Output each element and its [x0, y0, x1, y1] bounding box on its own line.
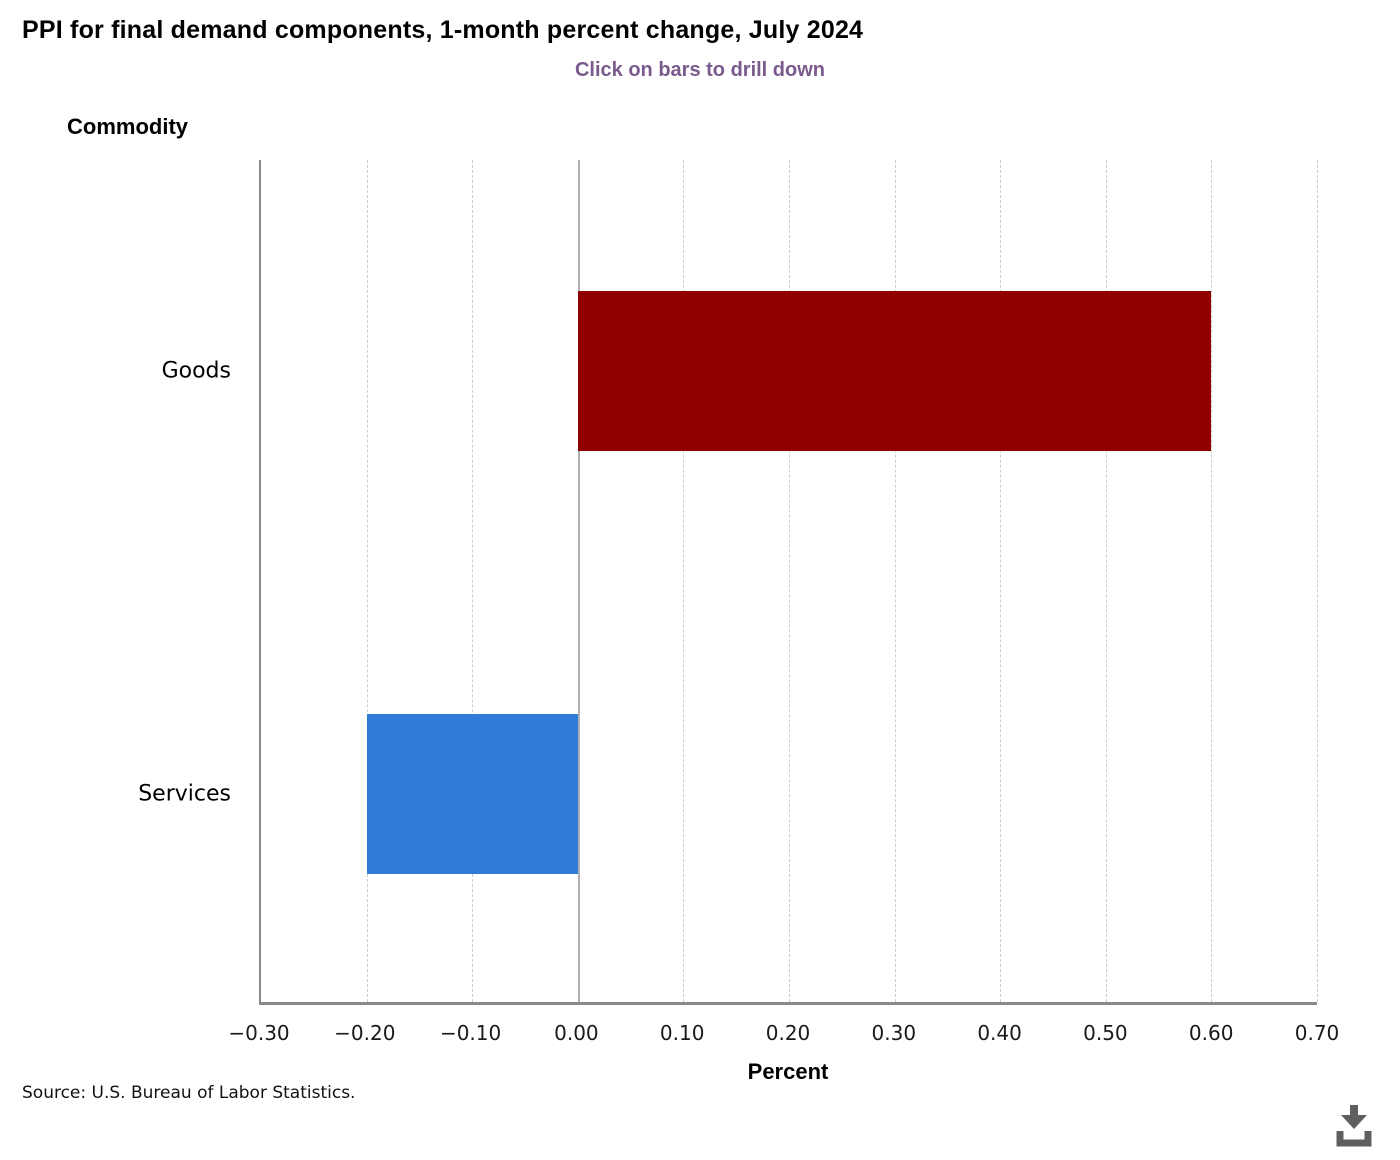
y-axis-title: Commodity: [67, 114, 188, 139]
gridline: [1105, 160, 1107, 1002]
download-icon: [1330, 1103, 1378, 1149]
gridline: [789, 160, 790, 1002]
category-label-goods: Goods: [161, 358, 231, 384]
gridline: [366, 160, 368, 1002]
x-tick-label: 0.30: [871, 1021, 917, 1045]
zero-baseline: [577, 160, 580, 1002]
x-tick-label: 0.70: [1294, 1021, 1340, 1045]
plot-area: Goods Services: [138, 160, 1318, 1005]
source-note: Source: U.S. Bureau of Labor Statistics.: [22, 1083, 356, 1103]
gridline: [1211, 160, 1213, 1002]
gridline: [1000, 160, 1002, 1002]
gridline: [1317, 160, 1318, 1002]
x-axis-title: Percent: [747, 1059, 829, 1084]
x-tick-label: 0.00: [554, 1021, 599, 1045]
x-tick-label: −0.30: [228, 1021, 290, 1045]
gridline: [472, 160, 474, 1002]
chart-title: PPI for final demand components, 1-month…: [22, 16, 864, 44]
bar-services[interactable]: [366, 713, 578, 874]
gridline: [683, 160, 685, 1002]
x-tick-label: 0.10: [659, 1021, 705, 1045]
x-tick-label: 0.40: [977, 1021, 1022, 1045]
gridline: [894, 160, 896, 1002]
category-label-services: Services: [138, 781, 231, 807]
x-tick-label: 0.20: [765, 1021, 811, 1045]
x-tick-label: −0.10: [439, 1021, 502, 1045]
chart-subtitle: Click on bars to drill down: [574, 59, 826, 81]
download-button[interactable]: [1330, 1103, 1378, 1149]
bar-goods[interactable]: [577, 291, 1212, 452]
x-tick-label: 0.50: [1083, 1021, 1128, 1045]
x-tick-label: 0.60: [1188, 1021, 1234, 1045]
x-tick-label: −0.20: [334, 1021, 396, 1045]
